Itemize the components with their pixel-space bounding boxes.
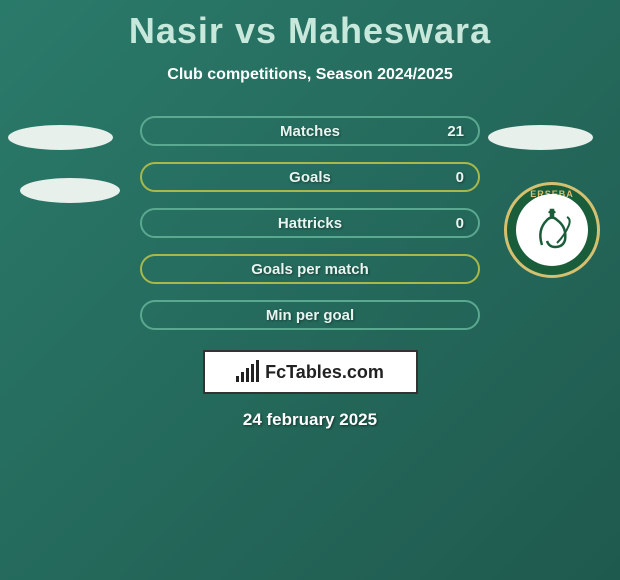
- fctables-banner: FcTables.com: [203, 350, 418, 394]
- decorative-ellipse: [8, 125, 113, 150]
- stat-label: Hattricks: [278, 215, 342, 232]
- stat-value-right: 0: [456, 215, 464, 232]
- club-badge: ERSEBA: [504, 182, 600, 278]
- stat-bar: Matches 21: [140, 116, 480, 146]
- fctables-text: FcTables.com: [265, 362, 384, 383]
- stat-bar: Hattricks 0: [140, 208, 480, 238]
- stat-bar: Min per goal: [140, 300, 480, 330]
- badge-symbol-icon: [527, 205, 577, 255]
- subtitle: Club competitions, Season 2024/2025: [0, 66, 620, 84]
- stat-label: Min per goal: [266, 307, 354, 324]
- stat-value-right: 0: [456, 169, 464, 186]
- stat-label: Matches: [280, 123, 340, 140]
- stat-label: Goals per match: [251, 261, 369, 278]
- badge-inner-circle: [516, 194, 588, 266]
- date-text: 24 february 2025: [0, 410, 620, 430]
- decorative-ellipse: [20, 178, 120, 203]
- stat-value-right: 21: [447, 123, 464, 140]
- badge-outer-ring: ERSEBA: [504, 182, 600, 278]
- decorative-ellipse: [488, 125, 593, 150]
- page-title: Nasir vs Maheswara: [0, 0, 620, 52]
- stat-bar: Goals 0: [140, 162, 480, 192]
- stat-bar: Goals per match: [140, 254, 480, 284]
- stat-label: Goals: [289, 169, 331, 186]
- chart-icon: [236, 362, 259, 382]
